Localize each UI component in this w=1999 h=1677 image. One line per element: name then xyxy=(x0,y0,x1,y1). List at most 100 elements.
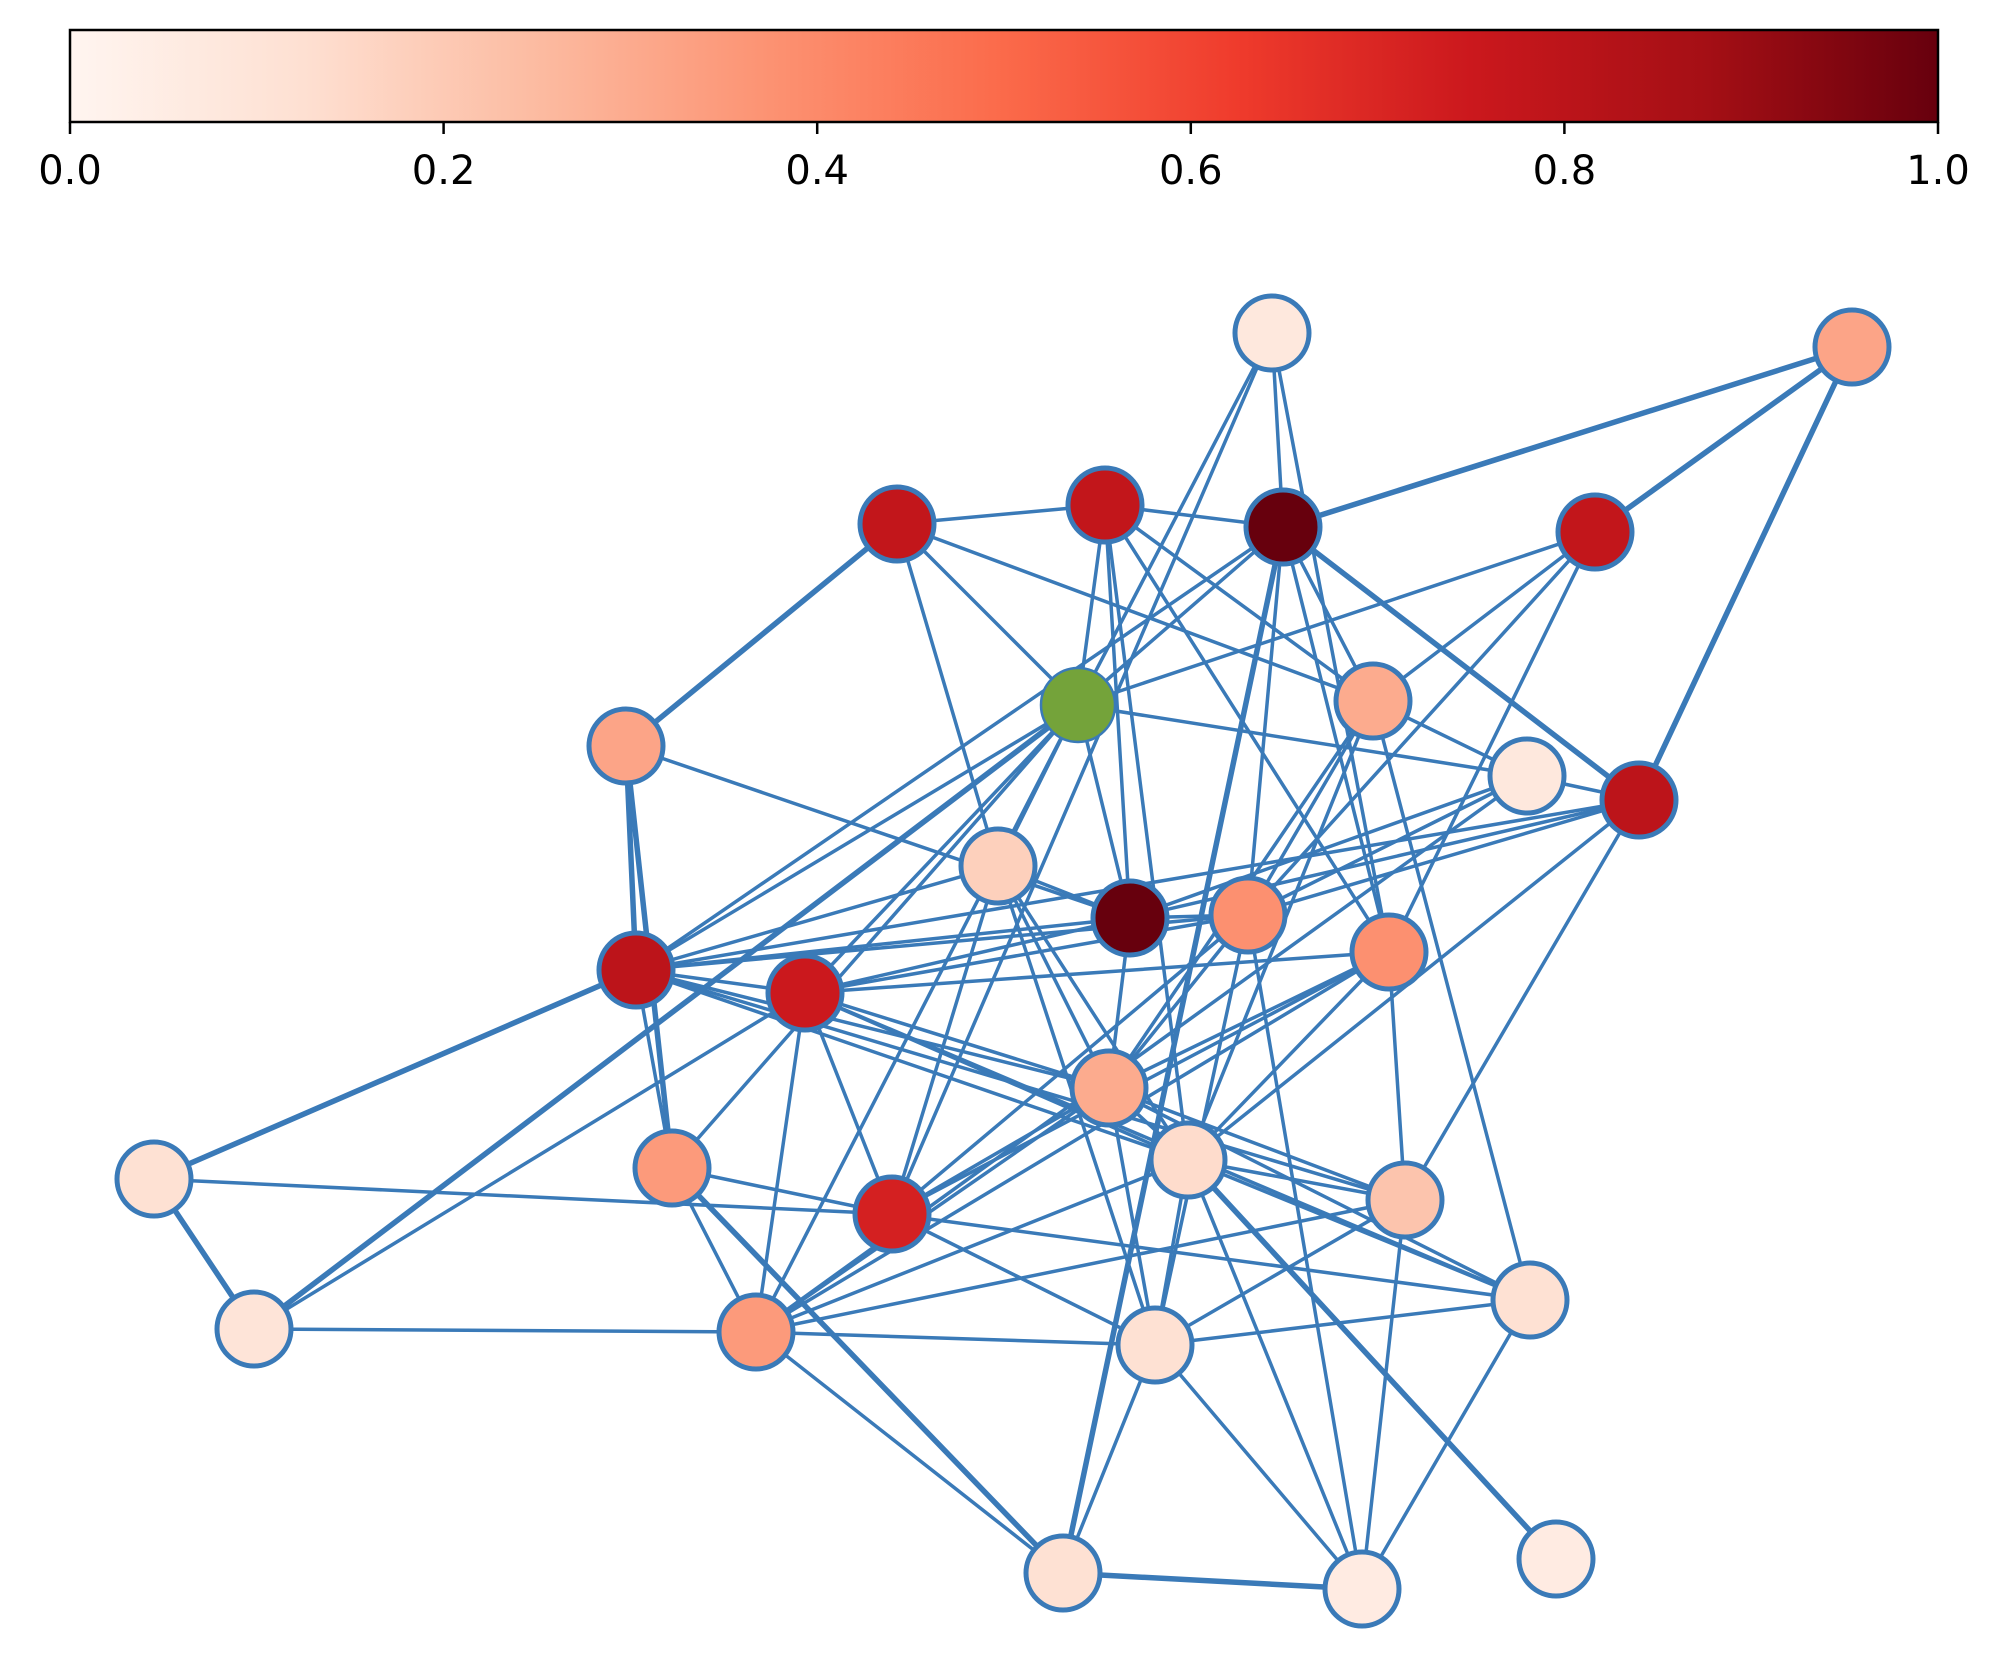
graph-node xyxy=(1516,1519,1596,1599)
graph-edge xyxy=(634,968,1190,1162)
graph-edge xyxy=(803,950,1391,995)
graph-edge xyxy=(1280,524,1642,803)
graph-edge xyxy=(890,1212,1157,1347)
graph-edge xyxy=(1076,331,1274,707)
graph-edge xyxy=(1246,774,1529,917)
graph-edge xyxy=(251,702,1081,1332)
graph-node xyxy=(1065,465,1145,545)
graph-edge xyxy=(754,1330,1157,1347)
graph-edge xyxy=(1246,525,1285,917)
graph-edge xyxy=(1360,1198,1407,1591)
graph-edge xyxy=(1107,1086,1407,1202)
graph-edge xyxy=(1186,1158,1532,1302)
graph-node xyxy=(214,1289,294,1369)
graph-node xyxy=(596,930,676,1010)
graph-edge xyxy=(803,703,1080,995)
graph-node xyxy=(716,1292,796,1372)
graph-edge xyxy=(1186,1158,1364,1591)
graph-edge xyxy=(754,1330,1065,1575)
graph-edge xyxy=(1636,344,1855,803)
graph-node xyxy=(1322,1549,1402,1629)
graph-nodes xyxy=(114,293,1892,1629)
graph-node xyxy=(1333,661,1413,741)
graph-edge xyxy=(1371,699,1532,1302)
graph-node xyxy=(1490,1260,1570,1340)
colorbar-gradient xyxy=(68,28,1940,124)
graph-edge xyxy=(634,864,1000,972)
graph-edge xyxy=(890,864,1000,1216)
graph-edge xyxy=(895,522,1080,707)
graph-node xyxy=(765,953,845,1033)
graph-edge xyxy=(634,525,1285,972)
graph-edge xyxy=(252,991,807,1331)
graph-node xyxy=(1090,878,1170,958)
graph-edge xyxy=(1076,530,1597,707)
graph-edge xyxy=(895,522,1375,703)
graph-edge xyxy=(634,968,1111,1090)
graph-edge xyxy=(890,1212,1532,1302)
graph-edge xyxy=(151,967,639,1182)
graph-node xyxy=(1555,492,1635,572)
colorbar: 0.0 0.2 0.4 0.6 0.8 1.0 xyxy=(38,28,1970,194)
graph-edge xyxy=(1186,950,1391,1162)
graph-node xyxy=(1365,1160,1445,1240)
graph-node xyxy=(1115,1305,1195,1385)
graph-edge xyxy=(624,744,1132,920)
graph-edge xyxy=(1185,1157,1559,1562)
graph-node-highlighted xyxy=(1039,666,1117,744)
colorbar-tick-label: 0.4 xyxy=(785,148,849,194)
graph-edge xyxy=(1387,950,1407,1202)
graph-node xyxy=(852,1174,932,1254)
graph-node xyxy=(1208,875,1288,955)
graph-edge xyxy=(1246,699,1375,917)
graph-edge xyxy=(1060,1570,1365,1592)
graph-edge xyxy=(1387,530,1597,954)
graph-edge xyxy=(890,1086,1111,1216)
graph-node xyxy=(1487,736,1567,816)
colorbar-tick-label: 0.8 xyxy=(1533,148,1597,194)
graph-edge xyxy=(1360,1298,1532,1591)
graph-edge xyxy=(1371,530,1597,703)
graph-node xyxy=(857,484,937,564)
graph-node xyxy=(1023,1533,1103,1613)
graph-edge xyxy=(754,1086,1111,1334)
graph-node xyxy=(1599,760,1679,840)
graph-edge xyxy=(252,1327,758,1334)
colorbar-tick-label: 1.0 xyxy=(1906,148,1970,194)
graph-node xyxy=(586,706,666,786)
graph-edge xyxy=(623,521,900,749)
graph-node xyxy=(1812,307,1892,387)
colorbar-tick-label: 0.0 xyxy=(38,148,102,194)
graph-edge xyxy=(1246,798,1641,917)
graph-edge xyxy=(1103,503,1391,954)
graph-node xyxy=(1349,912,1429,992)
colorbar-ticks: 0.0 0.2 0.4 0.6 0.8 1.0 xyxy=(38,122,1970,194)
graph-edge xyxy=(670,703,1080,1170)
graph-edge xyxy=(1403,798,1641,1202)
graph-node xyxy=(632,1128,712,1208)
graph-edge xyxy=(1153,1343,1364,1591)
graph-edge xyxy=(754,950,1391,1334)
graph-edge xyxy=(803,991,1111,1090)
colorbar-tick-label: 0.6 xyxy=(1159,148,1223,194)
graph-edge xyxy=(803,913,1250,995)
graph-node xyxy=(958,826,1038,906)
graph-edge xyxy=(1592,344,1855,535)
graph-edge xyxy=(754,1158,1190,1334)
graph-edge xyxy=(1280,344,1855,530)
graph-edge xyxy=(152,1177,894,1216)
graph-edge xyxy=(1060,524,1286,1576)
graph-node xyxy=(1243,487,1323,567)
graph-edge xyxy=(669,1165,1066,1576)
graph-edge xyxy=(1270,331,1391,954)
graph-edge xyxy=(1153,1298,1532,1347)
graph-edge xyxy=(1281,525,1391,954)
graph-edge xyxy=(754,991,807,1334)
graph-edge xyxy=(754,1198,1407,1334)
graph-node xyxy=(1069,1048,1149,1128)
graph-edge xyxy=(1076,703,1529,778)
graph-node xyxy=(1232,293,1312,373)
colorbar-tick-label: 0.2 xyxy=(412,148,476,194)
graph-node xyxy=(1148,1120,1228,1200)
